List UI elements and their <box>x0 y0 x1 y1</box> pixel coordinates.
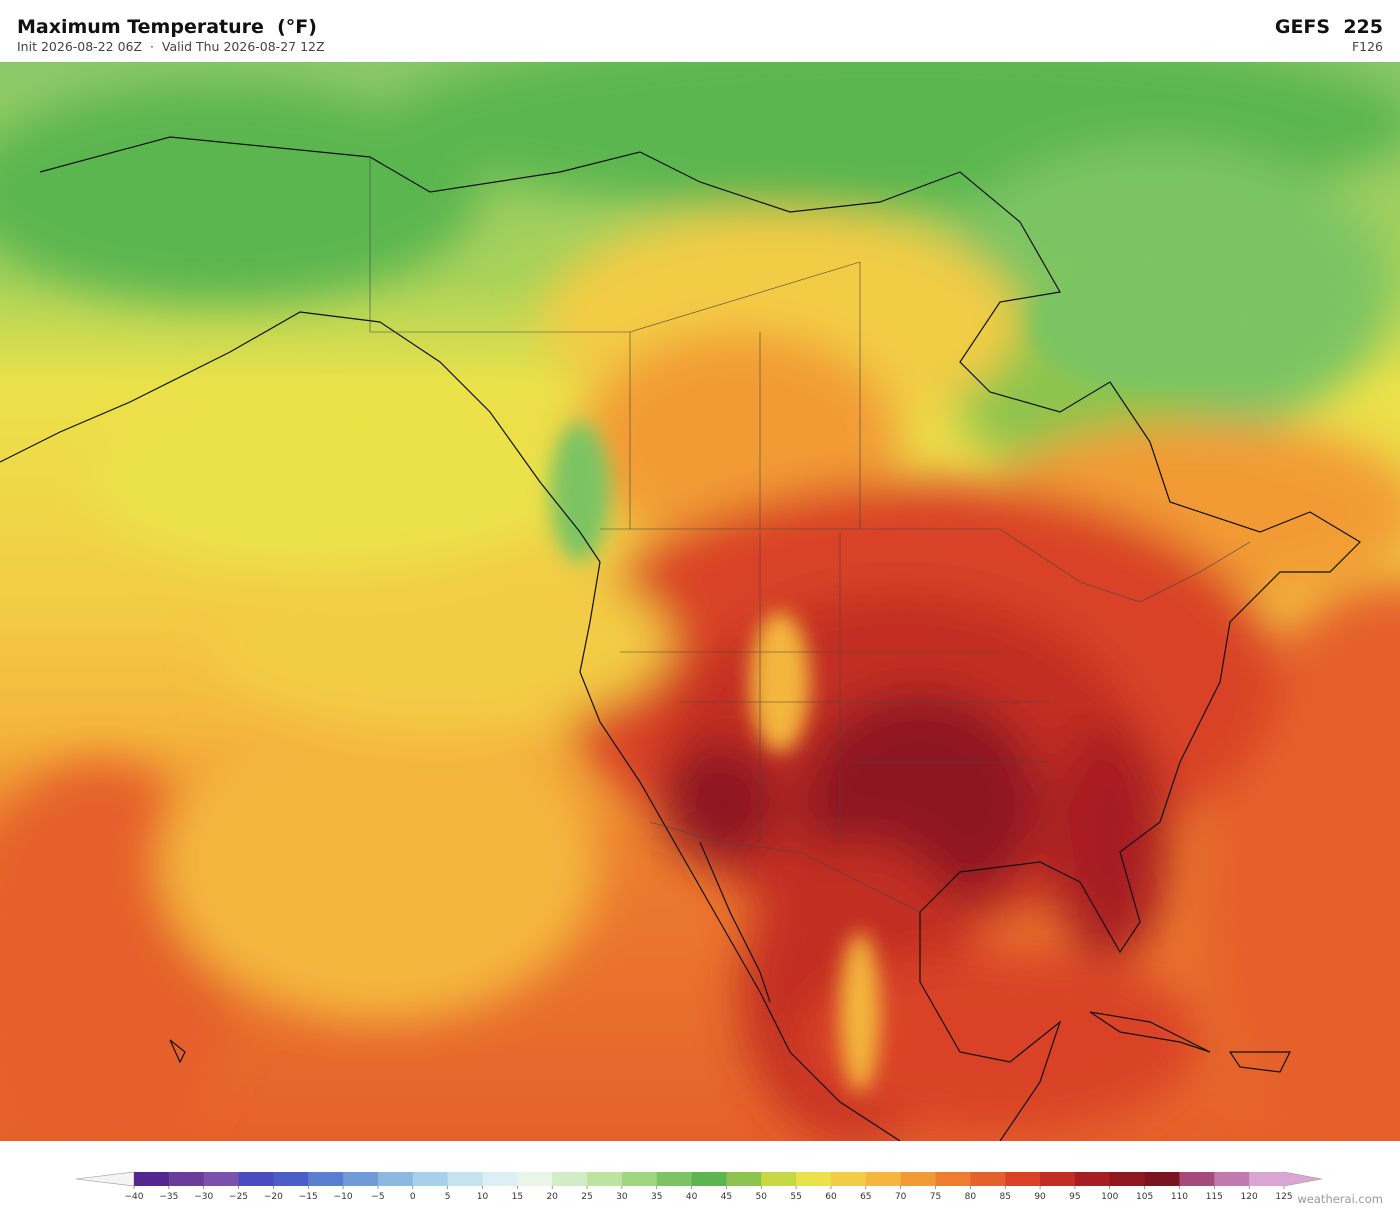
temperature-field <box>0 62 1400 1141</box>
tick-label: 50 <box>756 1192 768 1202</box>
tick-label: −35 <box>159 1192 178 1202</box>
colorbar-segment <box>691 1172 727 1186</box>
coastlines <box>0 136 1361 1141</box>
colorbar-segment <box>1074 1172 1111 1186</box>
tick-label: 70 <box>895 1192 907 1202</box>
tick-label: −40 <box>125 1192 144 1202</box>
colorbar-segment <box>168 1172 205 1186</box>
over-triangle <box>1283 1171 1323 1187</box>
under-triangle <box>75 1171 135 1187</box>
colorbar-segment <box>482 1172 518 1186</box>
watermark: weatherai.com <box>1297 1192 1383 1206</box>
tick-label: 90 <box>1034 1192 1046 1202</box>
colorbar-segment <box>517 1172 553 1186</box>
tick-label: 40 <box>686 1192 698 1202</box>
title: Maximum Temperature (°F) <box>17 16 317 38</box>
tick-label: 5 <box>445 1192 451 1202</box>
tick-label: −10 <box>334 1192 353 1202</box>
terrain-field <box>550 252 1270 1092</box>
tick-label: 15 <box>512 1192 523 1202</box>
tick-label: 55 <box>790 1192 801 1202</box>
tick-label: 25 <box>581 1192 592 1202</box>
tick-label: 0 <box>410 1192 416 1202</box>
tick-label: 95 <box>1069 1192 1080 1202</box>
colorbar-segment <box>552 1172 588 1186</box>
tick-label: −20 <box>264 1192 283 1202</box>
tick-label: 45 <box>721 1192 732 1202</box>
colorbar-segment <box>1179 1172 1215 1186</box>
colorbar-segment <box>377 1172 414 1186</box>
tick-label: 10 <box>477 1192 489 1202</box>
tick-label: 120 <box>1241 1192 1258 1202</box>
subtitle: Init 2026-08-22 06Z · Valid Thu 2026-08-… <box>17 39 325 54</box>
colorbar-segment <box>830 1172 867 1186</box>
colorbar-segment <box>134 1172 170 1186</box>
model: GEFS 225 <box>1274 16 1383 38</box>
colorbar-segment <box>1040 1172 1076 1186</box>
colorbar-segment <box>726 1172 762 1186</box>
colorbar-segment <box>1144 1172 1180 1186</box>
colorbar-segment <box>1249 1172 1285 1186</box>
tick-label: 125 <box>1275 1192 1292 1202</box>
tick-label: 75 <box>930 1192 941 1202</box>
tick-label: −15 <box>299 1192 318 1202</box>
map <box>0 62 1400 1141</box>
colorbar-segment <box>273 1172 309 1186</box>
tick-label: −30 <box>194 1192 213 1202</box>
colorbar-segment <box>656 1172 693 1186</box>
colorbar-segment <box>1005 1172 1041 1186</box>
tick-label: 80 <box>965 1192 977 1202</box>
tick-label: 100 <box>1101 1192 1118 1202</box>
colorbar-segment <box>621 1172 658 1186</box>
tick-label: −5 <box>371 1192 384 1202</box>
tick-label: 60 <box>825 1192 837 1202</box>
borders <box>369 157 1251 913</box>
colorbar-segment <box>865 1172 902 1186</box>
tick-label: 20 <box>546 1192 558 1202</box>
tick-label: 65 <box>860 1192 871 1202</box>
colorbar-segment <box>935 1172 971 1186</box>
tick-label: 115 <box>1206 1192 1223 1202</box>
colorbar-segment <box>238 1172 274 1186</box>
colorbar-segment <box>343 1172 379 1186</box>
colorbar-segment <box>203 1172 240 1186</box>
forecast-hour: F126 <box>1351 39 1383 54</box>
colorbar-segment <box>900 1172 937 1186</box>
colorbar-segment <box>1109 1172 1146 1186</box>
tick-label: 30 <box>616 1192 628 1202</box>
colorbar-segment <box>308 1172 344 1186</box>
colorbar-segment <box>796 1172 832 1186</box>
tick-label: 110 <box>1171 1192 1188 1202</box>
colorbar-segment <box>1214 1172 1250 1186</box>
tick-label: −25 <box>229 1192 248 1202</box>
colorbar-segment <box>761 1172 797 1186</box>
colorbar-segment <box>412 1172 449 1186</box>
tick-label: 105 <box>1136 1192 1153 1202</box>
colorbar-segment <box>970 1172 1006 1186</box>
colorbar: −40 −35 −30 −25 −20 −15 −10 −5 0 5 10 15 20 25 30 35 40 4… <box>75 1171 1323 1202</box>
colorbar-segment <box>447 1172 483 1186</box>
tick-label: 85 <box>999 1192 1010 1202</box>
header: Maximum Temperature (°F) Init 2026-08-22… <box>0 0 1400 62</box>
tick-label: 35 <box>651 1192 662 1202</box>
colorbar-segment <box>587 1172 623 1186</box>
